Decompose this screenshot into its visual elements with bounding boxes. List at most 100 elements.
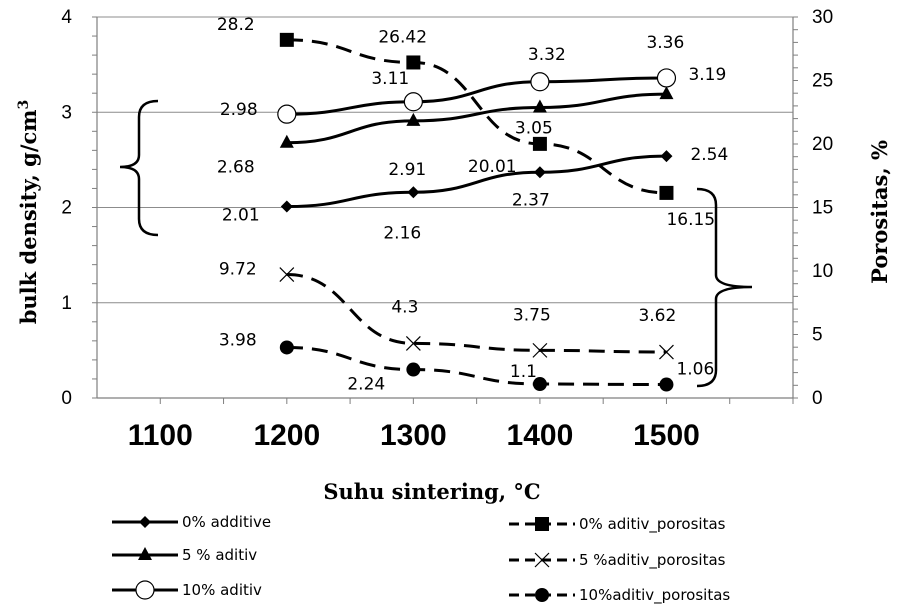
legend-swatch-marker (534, 552, 550, 568)
x-axis-title: Suhu sintering, °C (323, 479, 540, 504)
data-label: 20.01 (468, 157, 517, 177)
data-point (403, 92, 423, 112)
legend-swatch-marker (135, 580, 155, 600)
data-point (659, 185, 674, 200)
data-label: 2.37 (512, 190, 550, 210)
legend-swatch-marker (535, 588, 549, 602)
x-tick-label: 1300 (380, 419, 447, 452)
y-left-tick-label: 1 (61, 293, 72, 314)
legend-item: 5 % aditiv (112, 546, 257, 564)
legend-label: 0% additive (182, 513, 271, 531)
data-point (279, 32, 294, 47)
data-label: 3.75 (513, 305, 551, 325)
data-label: 1.1 (510, 362, 537, 382)
legend-item: 0% aditiv_porositas (509, 515, 726, 534)
data-point (405, 335, 421, 351)
data-point (407, 186, 420, 199)
y-right-tick-label: 0 (812, 388, 823, 409)
y-left-tick-label: 4 (61, 7, 72, 28)
series-5 (279, 267, 674, 360)
data-point (280, 200, 293, 213)
data-point (533, 166, 546, 179)
y-left-tick-label: 3 (61, 102, 72, 123)
data-label: 1.06 (676, 360, 714, 380)
series-4 (279, 32, 674, 200)
legend-label: 0% aditiv_porositas (579, 515, 726, 534)
data-label: 2.16 (383, 223, 421, 243)
left-bracket (119, 99, 159, 237)
y-left-axis-title: bulk density, g/cm3 (16, 100, 41, 325)
series-2 (279, 86, 674, 148)
legend-item: 10%aditiv_porositas (509, 586, 730, 605)
data-point (279, 340, 294, 355)
data-point (659, 377, 674, 392)
data-label: 2.98 (220, 100, 258, 120)
data-point (279, 267, 295, 282)
axis-brackets (119, 99, 753, 388)
legend-label: 10% aditiv (182, 581, 262, 599)
x-tick-label: 1100 (128, 419, 193, 452)
series-line (286, 38, 667, 195)
x-tick-label: 1500 (633, 419, 700, 452)
right-bracket (696, 187, 753, 388)
y-right-tick-label: 20 (812, 134, 833, 155)
data-point (406, 55, 421, 70)
data-label: 3.19 (688, 65, 726, 85)
y-left-tick-label: 2 (61, 198, 72, 219)
data-point (279, 134, 294, 148)
data-point (532, 342, 548, 358)
data-label: 2.01 (222, 206, 260, 226)
x-tick-label: 1200 (253, 419, 320, 452)
series-3 (277, 68, 677, 124)
data-label: 3.11 (371, 69, 409, 89)
y-right-tick-label: 15 (812, 198, 833, 219)
data-label: 2.54 (690, 145, 728, 165)
y-right-tick-label: 10 (812, 261, 833, 282)
data-label: 3.36 (646, 33, 684, 53)
legend-label: 5 % aditiv (182, 546, 257, 564)
series-line (286, 345, 667, 387)
grid-lines (97, 16, 793, 304)
legend-item: 0% additive (112, 513, 271, 531)
legend: 0% additive 5 % aditiv 10% aditiv 0% aditiv… (112, 513, 730, 605)
data-point (660, 150, 673, 163)
data-point (406, 112, 421, 126)
data-label: 2.68 (217, 158, 255, 178)
data-label: 3.62 (638, 306, 676, 326)
series-1 (280, 150, 673, 213)
tick-labels: 1100 1200 1300 1400 1500 0 1 2 3 4 0 5 10 15 20 25 30 (61, 7, 833, 452)
legend-swatch-marker (535, 517, 549, 531)
data-point (532, 99, 547, 113)
data-label: 9.72 (219, 260, 257, 280)
series-line (286, 92, 667, 145)
data-label: 2.91 (388, 160, 426, 180)
data-labels: 2.01 2.16 2.37 2.54 2.68 2.91 3.05 3.19 2.98 3.11… (217, 15, 728, 395)
x-tick-label: 1400 (507, 419, 574, 452)
data-point (659, 344, 674, 360)
legend-label: 10%aditiv_porositas (579, 586, 730, 605)
y-right-tick-label: 25 (812, 71, 833, 92)
y-left-tick-label: 0 (61, 388, 72, 409)
data-label: 4.3 (391, 297, 418, 317)
data-point (656, 68, 677, 88)
data-label: 28.2 (217, 15, 255, 35)
data-label: 26.42 (378, 27, 427, 47)
legend-swatch-marker (139, 516, 151, 528)
y-right-axis-title: Porositas, % (867, 140, 892, 284)
series-6 (279, 340, 674, 392)
legend-label: 5 %aditiv_porositas (579, 551, 726, 570)
legend-swatch-marker (138, 547, 152, 560)
legend-item: 5 %aditiv_porositas (509, 551, 726, 570)
data-point (406, 362, 421, 377)
data-label: 3.98 (219, 330, 257, 350)
data-label: 3.32 (528, 45, 566, 65)
data-point (659, 86, 674, 100)
series-line (286, 76, 667, 116)
series-layer (277, 32, 677, 392)
legend-item: 10% aditiv (112, 580, 262, 600)
data-point (532, 377, 547, 392)
axes (92, 16, 798, 404)
data-label: 16.15 (666, 210, 715, 230)
data-point (532, 136, 547, 151)
data-label: 3.05 (515, 118, 553, 138)
